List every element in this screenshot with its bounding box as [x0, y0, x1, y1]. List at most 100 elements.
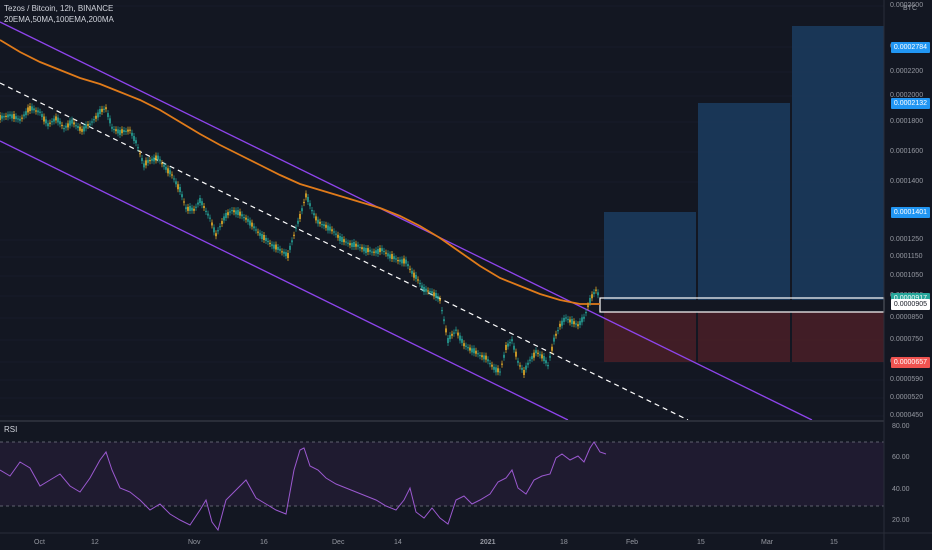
candle-body — [307, 197, 309, 202]
indicator-list[interactable]: 20EMA,50MA,100EMA,200MA — [4, 15, 114, 24]
chart-header: Tezos / Bitcoin, 12h, BINANCE 20EMA,50MA… — [4, 3, 114, 25]
time-tick-label: Oct — [34, 539, 45, 546]
candle-body — [349, 243, 351, 246]
candle-body — [279, 248, 281, 251]
candle-body — [221, 221, 223, 225]
candle-body — [185, 207, 187, 210]
candle-body — [51, 121, 53, 123]
candle-body — [199, 198, 201, 203]
candle-body — [525, 365, 527, 370]
candle-body — [197, 202, 199, 205]
candle-body — [207, 213, 209, 216]
moving-average-line[interactable] — [0, 39, 600, 305]
time-tick-label: 16 — [260, 539, 268, 546]
candle-body — [249, 220, 251, 226]
candle-body — [209, 217, 211, 219]
candle-body — [187, 206, 189, 211]
price-tick-label: 0.0000590 — [890, 376, 924, 383]
candle-body — [275, 244, 277, 250]
candle-body — [241, 214, 243, 217]
candle-body — [181, 194, 183, 198]
candle-body — [543, 356, 545, 361]
candle-body — [149, 160, 151, 162]
candle-body — [271, 244, 273, 247]
candle-body — [81, 128, 83, 132]
candle-body — [131, 132, 133, 136]
candle-body — [137, 147, 139, 149]
price-tick-label: 0.0001600 — [890, 148, 924, 155]
candle-body — [225, 213, 227, 218]
candle-body — [135, 140, 137, 144]
candle-body — [511, 339, 513, 342]
candle-body — [339, 236, 341, 241]
candle-body — [205, 210, 207, 212]
candle-body — [565, 317, 567, 319]
candle-body — [441, 310, 443, 312]
candle-body — [403, 258, 405, 264]
rsi-line[interactable] — [0, 441, 607, 532]
channel-mid-line[interactable] — [0, 82, 689, 421]
candle-body — [23, 114, 25, 117]
candle-body — [361, 247, 363, 250]
candle-body — [273, 244, 275, 249]
candle-body — [401, 259, 403, 264]
rsi-title[interactable]: RSI — [4, 425, 18, 434]
candle-body — [495, 367, 497, 373]
candle-body — [229, 211, 231, 213]
candle-body — [387, 253, 389, 257]
symbol-title[interactable]: Tezos / Bitcoin, 12h, BINANCE — [4, 4, 114, 13]
candle-body — [121, 129, 123, 134]
candle-body — [503, 354, 505, 358]
candle-body — [321, 224, 323, 226]
candle-body — [469, 347, 471, 351]
target-zone-3 — [792, 26, 884, 300]
candle-body — [535, 350, 537, 354]
candle-body — [515, 351, 517, 357]
candle-body — [579, 321, 581, 326]
candle-body — [357, 244, 359, 247]
candle-body — [303, 201, 305, 204]
time-tick-label: 18 — [560, 539, 568, 546]
entry-box[interactable] — [599, 297, 885, 313]
candle-body — [219, 226, 221, 228]
candle-body — [587, 305, 589, 308]
rsi-tick-label: 20.00 — [892, 517, 910, 524]
candle-body — [459, 335, 461, 341]
candle-body — [363, 247, 365, 252]
candle-body — [147, 159, 149, 163]
candle-body — [73, 122, 75, 125]
candle-body — [171, 174, 173, 176]
candle-body — [509, 342, 511, 344]
candle-body — [223, 216, 225, 221]
candle-body — [277, 246, 279, 250]
candle-body — [305, 193, 307, 198]
candle-body — [323, 224, 325, 227]
candle-body — [145, 160, 147, 166]
candle-body — [259, 232, 261, 236]
candle-body — [41, 114, 43, 118]
channel-upper-line[interactable] — [0, 21, 813, 421]
price-tick-label: 0.0002200 — [890, 68, 924, 75]
candle-body — [5, 115, 7, 117]
price-tick-label: 0.0000750 — [890, 336, 924, 343]
candle-body — [93, 119, 95, 121]
candle-body — [39, 111, 41, 113]
candle-body — [167, 168, 169, 174]
candle-body — [55, 116, 57, 121]
price-tick-label: 0.0001150 — [890, 253, 923, 260]
candle-body — [3, 116, 5, 118]
candle-body — [15, 116, 17, 120]
candle-body — [201, 201, 203, 206]
candle-body — [127, 129, 129, 132]
price-tick-label: 0.0000520 — [890, 394, 924, 401]
channel-lower-line[interactable] — [0, 140, 569, 421]
price-tag: 0.0000905 — [890, 299, 930, 310]
candle-body — [573, 321, 575, 325]
candle-body — [419, 282, 421, 285]
candle-body — [129, 129, 131, 131]
candle-body — [217, 230, 219, 232]
candle-body — [447, 338, 449, 343]
price-tick-label: 0.0002000 — [890, 92, 924, 99]
